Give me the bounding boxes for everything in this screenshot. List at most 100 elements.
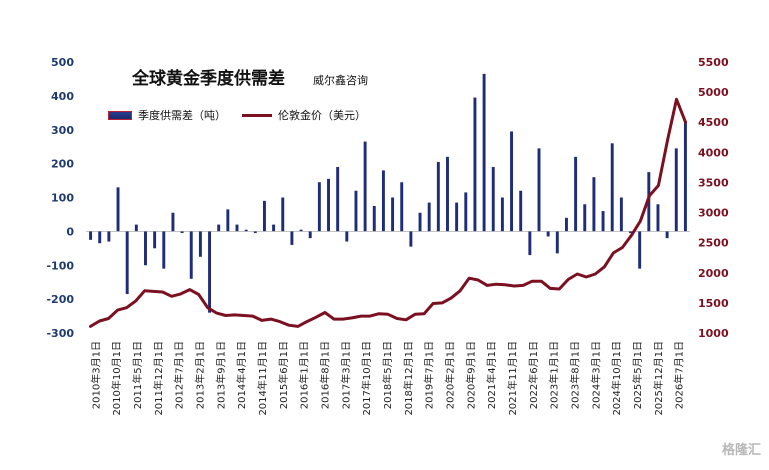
x-axis-tick-label: 2021年11月1日	[506, 341, 519, 416]
bar	[583, 204, 587, 232]
bar	[217, 224, 221, 232]
x-axis-tick-label: 2018年5月1日	[381, 341, 394, 409]
bar	[674, 148, 678, 232]
x-axis-tick-label: 2021年4月1日	[485, 341, 498, 409]
right-axis-tick-label: 3500	[698, 176, 729, 189]
x-axis-tick-label: 2010年3月1日	[89, 341, 102, 409]
bar	[537, 148, 541, 232]
x-axis-tick-label: 2017年10月1日	[360, 341, 373, 416]
left-axis-tick-label: 100	[51, 192, 74, 205]
bar	[574, 156, 578, 232]
bar	[683, 121, 687, 232]
x-axis-tick-label: 2024年10月1日	[610, 341, 623, 416]
bar	[610, 143, 614, 232]
x-axis-tick-label: 2013年9月1日	[214, 341, 227, 409]
x-axis-tick-label: 2016年8月1日	[319, 341, 332, 409]
bar	[455, 202, 459, 232]
x-axis-tick-label: 2011年5月1日	[131, 341, 144, 409]
bar	[171, 212, 175, 232]
right-axis-tick-label: 2000	[698, 267, 729, 280]
x-axis-tick-label: 2023年1月1日	[548, 341, 561, 409]
right-axis-tick-label: 3000	[698, 207, 729, 220]
bar	[281, 197, 285, 232]
x-axis-tick-label: 2011年12月1日	[152, 341, 165, 416]
bar	[363, 141, 367, 232]
bar	[400, 182, 404, 232]
x-axis-tick-label: 2023年8月1日	[568, 341, 581, 409]
bar	[153, 231, 157, 249]
bar	[372, 205, 376, 232]
bar	[235, 224, 239, 232]
watermark: 格隆汇	[721, 443, 761, 458]
bar	[345, 231, 349, 242]
left-axis-tick-label: -200	[46, 293, 74, 306]
gold-price-line	[89, 97, 687, 328]
bar	[198, 231, 202, 257]
bar	[308, 231, 312, 239]
left-axis-tick-label: 0	[66, 225, 74, 238]
right-axis-tick-label: 2500	[698, 237, 729, 250]
bar	[189, 231, 193, 279]
bar	[253, 231, 257, 234]
right-axis-tick-label: 4500	[698, 116, 729, 129]
x-axis-tick-label: 2016年1月1日	[298, 341, 311, 409]
bar	[619, 197, 623, 232]
bar	[446, 156, 449, 232]
bar	[144, 231, 147, 266]
x-axis-tick-label: 2014年11月1日	[256, 341, 269, 416]
bar	[464, 192, 468, 232]
bar	[629, 231, 632, 234]
legend-bar-label: 季度供需差（吨）	[138, 109, 226, 122]
x-axis-tick-label: 2024年3月1日	[589, 341, 602, 409]
bar	[89, 231, 93, 240]
bar	[327, 178, 330, 232]
bar	[134, 224, 138, 232]
left-axis-tick-label: 200	[51, 158, 74, 171]
x-axis-tick-label: 2010年10月1日	[110, 341, 123, 416]
legend-line-swatch	[242, 113, 272, 117]
bar	[638, 231, 642, 269]
chart-title: 全球黄金季度供需差	[132, 69, 285, 89]
bar	[500, 197, 504, 232]
bar	[208, 231, 212, 313]
right-axis-tick-label: 5000	[698, 86, 729, 99]
left-axis-tick-label: -300	[46, 327, 74, 340]
bar	[528, 231, 532, 256]
x-axis-tick-label: 2025年5月1日	[631, 341, 644, 409]
x-axis-tick-label: 2014年4月1日	[235, 341, 248, 409]
x-axis-tick-label: 2012年7月1日	[173, 341, 186, 409]
bar	[116, 187, 120, 232]
bar	[555, 231, 559, 254]
x-axis-tick-label: 2026年7月1日	[673, 341, 686, 409]
bar	[409, 231, 413, 247]
bar	[381, 170, 385, 232]
legend-bar-swatch	[108, 110, 132, 120]
x-axis-tick-label: 2017年3月1日	[339, 341, 352, 409]
bar	[226, 209, 230, 232]
bar	[317, 182, 321, 232]
legend-line-label: 伦敦金价（美元）	[278, 109, 366, 122]
bar	[299, 229, 303, 232]
bar	[427, 202, 431, 232]
bar	[418, 212, 422, 232]
bar	[436, 161, 440, 232]
x-axis-tick-label: 2020年9月1日	[464, 341, 477, 409]
bar	[510, 131, 514, 232]
x-axis-tick-label: 2019年7月1日	[423, 341, 436, 409]
chart-subtitle: 威尔鑫咨询	[313, 74, 368, 87]
left-axis-tick-label: -100	[46, 259, 74, 272]
left-axis-tick-label: 500	[51, 56, 74, 69]
x-axis-tick-label: 2020年2月1日	[443, 341, 456, 409]
bar	[656, 204, 660, 232]
x-axis-tick-label: 2015年6月1日	[277, 341, 290, 409]
bar	[336, 167, 340, 232]
bar	[244, 229, 248, 232]
x-axis-tick-label: 2022年6月1日	[527, 341, 540, 409]
bar	[125, 231, 129, 295]
bar	[482, 73, 486, 232]
bar	[519, 190, 523, 232]
x-axis-tick-label: 2025年12月1日	[652, 341, 665, 416]
bar	[665, 231, 669, 239]
bar	[546, 231, 550, 237]
